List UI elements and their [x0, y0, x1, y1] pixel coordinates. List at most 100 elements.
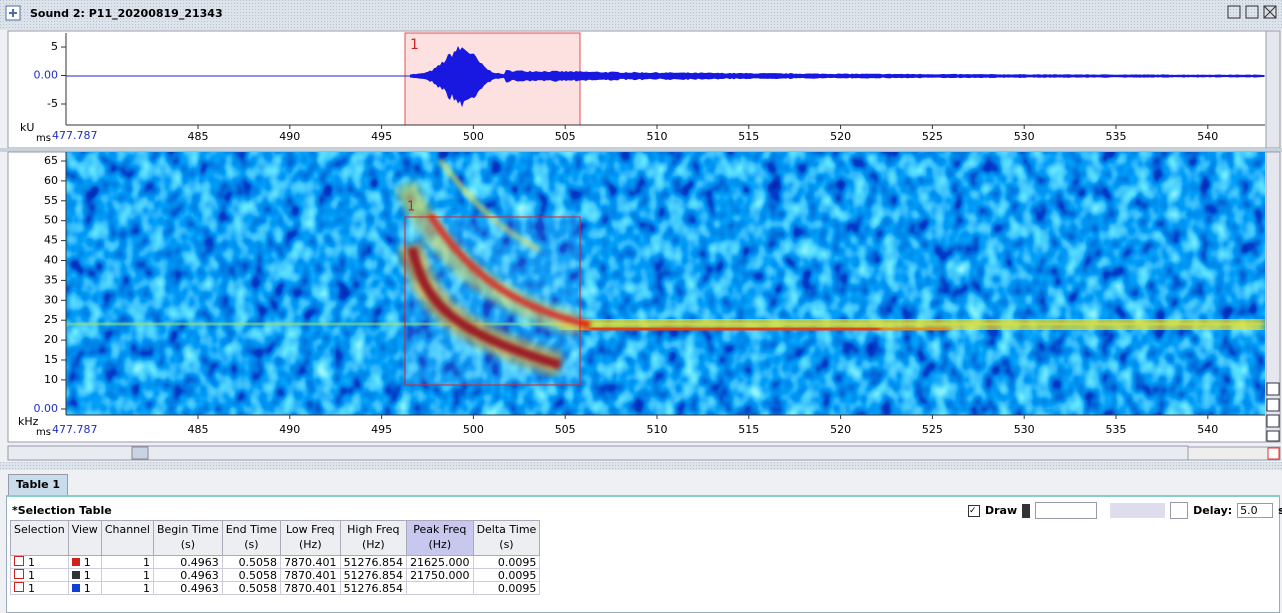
scroll-thumb[interactable]	[132, 447, 148, 459]
column-header: Low Freq(Hz)	[281, 521, 341, 556]
table-cell: 51276.854	[340, 556, 407, 569]
y-tick-label: 55	[44, 194, 58, 207]
draw-checkbox[interactable]: ✓	[968, 505, 980, 517]
table-cell: 0.5058	[222, 582, 280, 595]
column-name: Delta Time	[477, 522, 537, 537]
table-controls: ✓ Draw Delay: 5.0 s	[968, 502, 1282, 519]
splitter[interactable]	[0, 148, 1282, 152]
table-cell: 51276.854	[340, 569, 407, 582]
table-cell: 0.4963	[153, 556, 222, 569]
x-tick-label: 525	[922, 423, 943, 436]
cell-text: 51276.854	[344, 556, 404, 569]
table-cell: 1	[101, 556, 153, 569]
cell-text: 1	[84, 569, 91, 582]
band	[590, 328, 880, 330]
x-start: 477.787	[52, 423, 98, 436]
y-tick-label: 20	[44, 333, 58, 346]
x-tick-label: 515	[738, 423, 759, 436]
draw-icon[interactable]	[1022, 504, 1030, 518]
column-header: Selection	[11, 521, 69, 556]
delay-label: Delay:	[1193, 504, 1232, 517]
column-unit: (s)	[477, 537, 537, 552]
x-tick-label: 510	[647, 423, 668, 436]
cell-text: 0.0095	[498, 569, 537, 582]
table-title: *Selection Table	[12, 504, 112, 517]
table-cell: 21625.000	[407, 556, 474, 569]
x-tick-label: 540	[1197, 130, 1218, 143]
table-cell: 7870.401	[281, 556, 341, 569]
spectrogram-selection[interactable]	[405, 217, 580, 385]
table-cell: 0.5058	[222, 569, 280, 582]
table-cell: 1	[68, 556, 101, 569]
x-tick-label: 505	[555, 130, 576, 143]
cell-text: 21625.000	[410, 556, 470, 569]
y-tick-label: 45	[44, 234, 58, 247]
cell-text: 1	[143, 582, 150, 595]
cell-text: 0.0095	[498, 582, 537, 595]
table-cell: 1	[11, 556, 69, 569]
x-tick-label: 535	[1106, 130, 1127, 143]
y-unit: kU	[20, 121, 34, 134]
splitter[interactable]	[0, 462, 1282, 470]
draw-label: Draw	[985, 504, 1017, 517]
column-unit: (s)	[226, 537, 277, 552]
cell-text: 0.0095	[498, 556, 537, 569]
x-unit: ms	[36, 133, 51, 144]
x-tick-label: 535	[1106, 423, 1127, 436]
page: Sound 2: P11_20200819_213439.wav 1 kU ms…	[0, 0, 1282, 610]
table-cell: 1	[11, 569, 69, 582]
x-tick-label: 500	[463, 130, 484, 143]
table-cell: 21750.000	[407, 569, 474, 582]
view-icon	[72, 584, 80, 592]
tab[interactable]: Table 1	[8, 474, 68, 495]
cell-text: 7870.401	[284, 582, 337, 595]
cell-text: 0.5058	[239, 569, 278, 582]
delay-input[interactable]: 5.0	[1237, 503, 1273, 518]
cell-text: 1	[28, 582, 35, 595]
y-tick-label: 10	[44, 373, 58, 386]
x-tick-label: 490	[279, 130, 300, 143]
cell-text: 0.5058	[239, 582, 278, 595]
x-tick-label: 520	[830, 130, 851, 143]
view-icon	[72, 571, 80, 579]
cell-text: 21750.000	[410, 569, 470, 582]
cell-text: 1	[28, 569, 35, 582]
column-name: View	[72, 522, 98, 537]
x-start: 477.787	[52, 129, 98, 142]
view-icon	[72, 558, 80, 566]
selection-icon	[14, 556, 24, 566]
column-header: Delta Time(s)	[473, 521, 540, 556]
x-tick-label: 530	[1014, 130, 1035, 143]
y-tick-label: 40	[44, 254, 58, 267]
column-name: End Time	[226, 522, 277, 537]
column-name: Channel	[105, 522, 150, 537]
x-tick-label: 500	[463, 423, 484, 436]
table-cell: 1	[101, 569, 153, 582]
cell-text: 0.5058	[239, 556, 278, 569]
view-buttons[interactable]	[1188, 447, 1280, 460]
play-buttons[interactable]	[1110, 503, 1165, 518]
y-tick-label: 25	[44, 313, 58, 326]
cell-text: 0.4963	[180, 569, 219, 582]
y-tick-label: 50	[44, 214, 58, 227]
cell-text: 1	[28, 556, 35, 569]
table-cell: 0.4963	[153, 582, 222, 595]
cell-text: 1	[143, 556, 150, 569]
selection-table: SelectionViewChannelBegin Time(s)End Tim…	[10, 520, 540, 595]
y-tick-label: 0.00	[34, 402, 59, 415]
horizontal-scrollbar[interactable]	[8, 446, 1188, 460]
table-cell: 1	[11, 582, 69, 595]
y-tick-label: 5	[51, 40, 58, 53]
table-cell: 0.5058	[222, 556, 280, 569]
play-button[interactable]	[1170, 502, 1188, 519]
spectrogram	[66, 152, 1265, 415]
x-tick-label: 515	[738, 130, 759, 143]
x-tick-label: 510	[647, 130, 668, 143]
vertical-scrollbar[interactable]	[1266, 31, 1280, 148]
draw-input[interactable]	[1035, 502, 1097, 519]
selection-label: 1	[410, 37, 419, 53]
y-tick-label: 35	[44, 273, 58, 286]
